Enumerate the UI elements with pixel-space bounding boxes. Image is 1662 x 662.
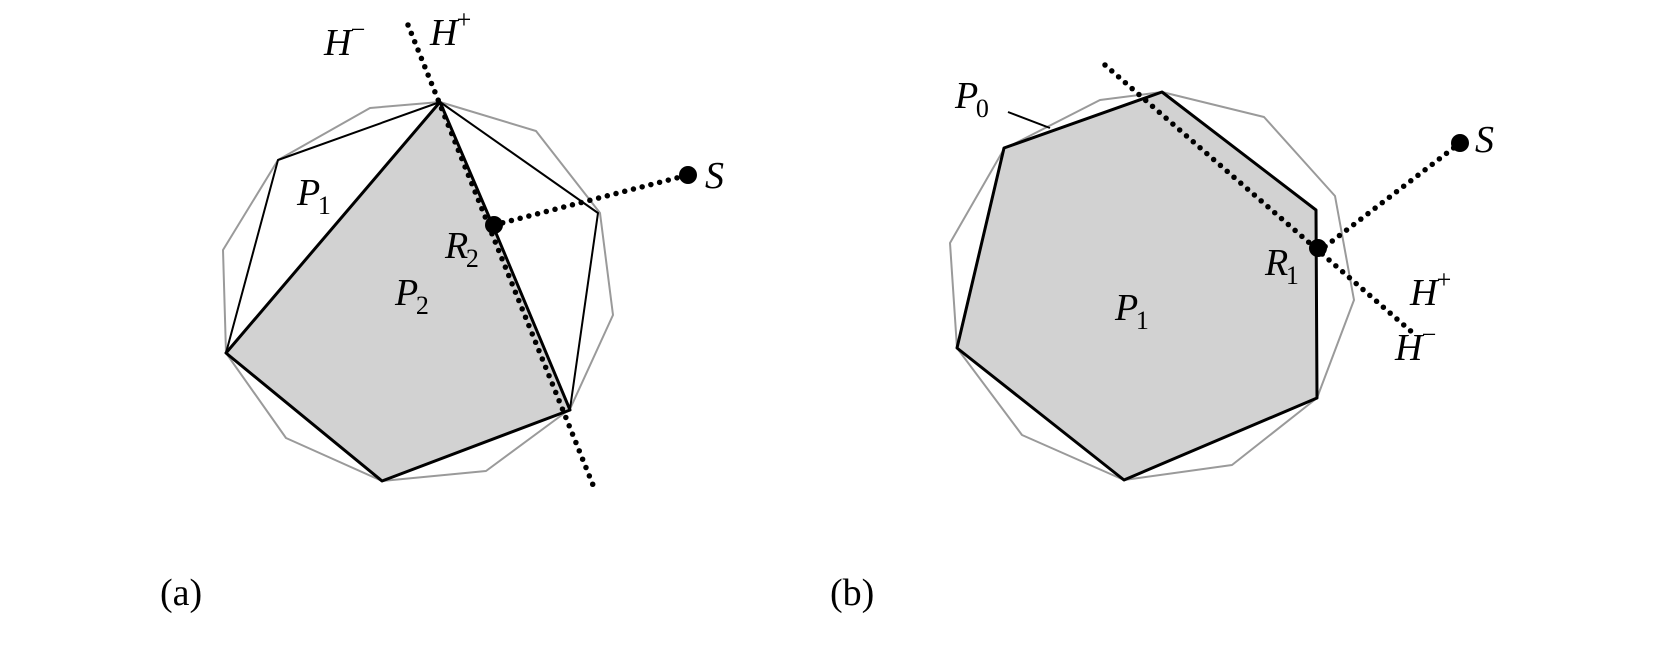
label-a-S: S — [705, 155, 724, 197]
svg-text:H: H — [1409, 272, 1440, 314]
label-a-P1: P1 — [296, 172, 331, 220]
svg-text:S: S — [705, 155, 724, 197]
label-b-Hminus: H− — [1394, 320, 1436, 369]
svg-text:H: H — [323, 22, 354, 64]
svg-text:S: S — [1475, 119, 1494, 161]
label-a-Hplus: H+ — [429, 5, 471, 54]
label-b-S: S — [1475, 119, 1494, 161]
svg-text:−: − — [1422, 320, 1437, 349]
svg-text:P: P — [954, 75, 978, 117]
figure-root: H−H+SP1P2R2(a)P0SH+H−P1R1(b) — [0, 0, 1662, 662]
svg-text:1: 1 — [1286, 261, 1299, 290]
svg-text:H: H — [1394, 327, 1425, 369]
svg-text:P: P — [1114, 287, 1138, 329]
svg-text:1: 1 — [1136, 306, 1149, 335]
label-a-Hminus: H− — [323, 15, 365, 64]
svg-text:H: H — [429, 12, 460, 54]
svg-text:−: − — [351, 15, 366, 44]
svg-text:P: P — [296, 172, 320, 214]
svg-text:2: 2 — [466, 244, 479, 273]
svg-text:0: 0 — [976, 94, 989, 123]
label-b-P0: P0 — [954, 75, 989, 123]
svg-text:R: R — [444, 225, 468, 267]
svg-text:2: 2 — [416, 291, 429, 320]
caption-a: (a) — [160, 572, 202, 614]
figure-svg: H−H+SP1P2R2(a)P0SH+H−P1R1(b) — [0, 0, 1662, 662]
panel-b-leader — [1008, 112, 1050, 128]
svg-text:+: + — [457, 5, 472, 34]
caption-b: (b) — [830, 572, 874, 614]
svg-text:R: R — [1264, 242, 1288, 284]
svg-text:1: 1 — [318, 191, 331, 220]
label-b-Hplus: H+ — [1409, 265, 1451, 314]
svg-text:P: P — [394, 272, 418, 314]
svg-text:+: + — [1437, 265, 1452, 294]
